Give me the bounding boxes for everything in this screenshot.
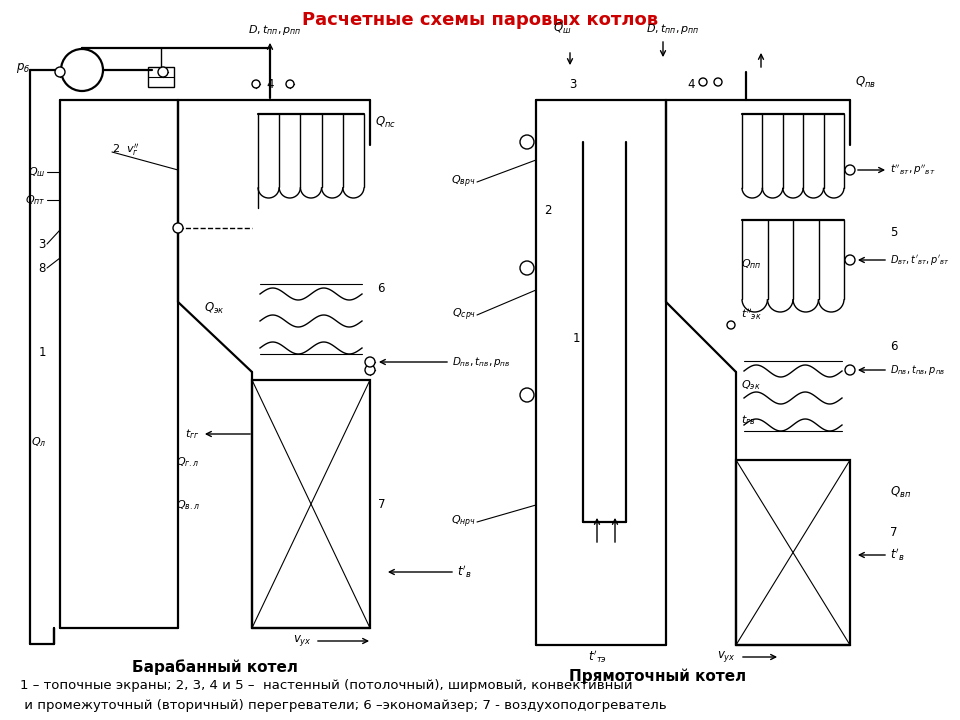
Text: 8: 8 — [38, 261, 46, 274]
Text: $Q_{пп}$: $Q_{пп}$ — [741, 257, 761, 271]
Bar — [736, 460, 850, 645]
Text: $Q_{ш}$: $Q_{ш}$ — [29, 165, 46, 179]
Text: $Q_{в.л}$: $Q_{в.л}$ — [176, 498, 200, 512]
Circle shape — [61, 49, 103, 91]
Text: 3: 3 — [38, 238, 46, 251]
Circle shape — [173, 223, 183, 233]
Text: $Q_{срч}$: $Q_{срч}$ — [452, 307, 476, 323]
Circle shape — [158, 67, 168, 77]
Text: $p_б$: $p_б$ — [16, 61, 31, 75]
Text: $D_{пв}, t_{пв}, p_{пв}$: $D_{пв}, t_{пв}, p_{пв}$ — [890, 363, 946, 377]
Text: $D_{пв}, t_{пв}, p_{пв}$: $D_{пв}, t_{пв}, p_{пв}$ — [452, 355, 511, 369]
Bar — [252, 380, 370, 628]
Circle shape — [727, 321, 735, 329]
Text: Расчетные схемы паровых котлов: Расчетные схемы паровых котлов — [302, 11, 658, 29]
Text: $Q_{пт}$: $Q_{пт}$ — [26, 193, 46, 207]
Circle shape — [286, 80, 294, 88]
Text: $v_{ух}$: $v_{ух}$ — [293, 634, 312, 649]
Circle shape — [714, 78, 722, 86]
Text: 1: 1 — [38, 346, 46, 359]
Circle shape — [520, 388, 534, 402]
Text: $D_{вт}, t'_{вт}, p'_{вт}$: $D_{вт}, t'_{вт}, p'_{вт}$ — [890, 253, 950, 267]
Text: Барабанный котел: Барабанный котел — [132, 659, 298, 675]
Text: $Q_{вп}$: $Q_{вп}$ — [890, 485, 911, 500]
Text: $Q_{г.л}$: $Q_{г.л}$ — [177, 455, 200, 469]
Circle shape — [520, 261, 534, 275]
Text: 6: 6 — [890, 340, 898, 353]
Text: $D, t_{пп}, p_{пп}$: $D, t_{пп}, p_{пп}$ — [646, 22, 700, 36]
Text: $t''_{вт}, p''_{вт}$: $t''_{вт}, p''_{вт}$ — [890, 163, 936, 177]
Text: $2\ \ v_г''$: $2\ \ v_г''$ — [112, 142, 139, 158]
Text: 7: 7 — [890, 526, 898, 539]
Circle shape — [845, 165, 855, 175]
Bar — [148, 67, 174, 87]
Text: 7: 7 — [378, 498, 386, 511]
Text: $Q_{ш}$: $Q_{ш}$ — [553, 21, 571, 36]
Circle shape — [845, 365, 855, 375]
Text: $t_{гв}$: $t_{гв}$ — [741, 413, 756, 427]
Text: $t'_в$: $t'_в$ — [457, 564, 471, 580]
Text: 4: 4 — [687, 78, 695, 91]
Circle shape — [55, 67, 65, 77]
Text: 2: 2 — [544, 204, 552, 217]
Text: и промежуточный (вторичный) перегреватели; 6 –экономайзер; 7 - воздухоподогреват: и промежуточный (вторичный) перегревател… — [20, 700, 666, 713]
Text: $D, t_{пп}, p_{пп}$: $D, t_{пп}, p_{пп}$ — [248, 23, 301, 37]
Circle shape — [845, 255, 855, 265]
Text: $t''_{эк}$: $t''_{эк}$ — [741, 307, 761, 323]
Text: 1: 1 — [572, 331, 580, 344]
Text: 4: 4 — [266, 78, 274, 91]
Circle shape — [252, 80, 260, 88]
Text: 1 – топочные экраны; 2, 3, 4 и 5 –  настенный (потолочный), ширмовый, конвективн: 1 – топочные экраны; 2, 3, 4 и 5 – насте… — [20, 680, 633, 693]
Text: $Q_{эк}$: $Q_{эк}$ — [741, 378, 760, 392]
Text: 3: 3 — [569, 78, 577, 91]
Circle shape — [520, 135, 534, 149]
Circle shape — [365, 365, 375, 375]
Text: $Q_{эк}$: $Q_{эк}$ — [204, 300, 225, 315]
Text: $t'_в$: $t'_в$ — [890, 546, 904, 563]
Circle shape — [365, 357, 375, 367]
Text: $v_{ух}$: $v_{ух}$ — [717, 649, 736, 665]
Text: $Q_{пв}$: $Q_{пв}$ — [855, 74, 876, 89]
Text: Прямоточный котел: Прямоточный котел — [569, 668, 747, 684]
Text: 5: 5 — [890, 225, 898, 238]
Text: $Q_{врч}$: $Q_{врч}$ — [451, 174, 476, 190]
Text: $Q_{пс}$: $Q_{пс}$ — [375, 114, 396, 130]
Text: $Q_{нрч}$: $Q_{нрч}$ — [451, 514, 476, 530]
Text: $Q_{л}$: $Q_{л}$ — [31, 435, 46, 449]
Text: $t'_{тэ}$: $t'_{тэ}$ — [588, 649, 608, 665]
Circle shape — [699, 78, 707, 86]
Text: 6: 6 — [377, 282, 385, 294]
Text: $t_{гг}$: $t_{гг}$ — [185, 427, 200, 441]
